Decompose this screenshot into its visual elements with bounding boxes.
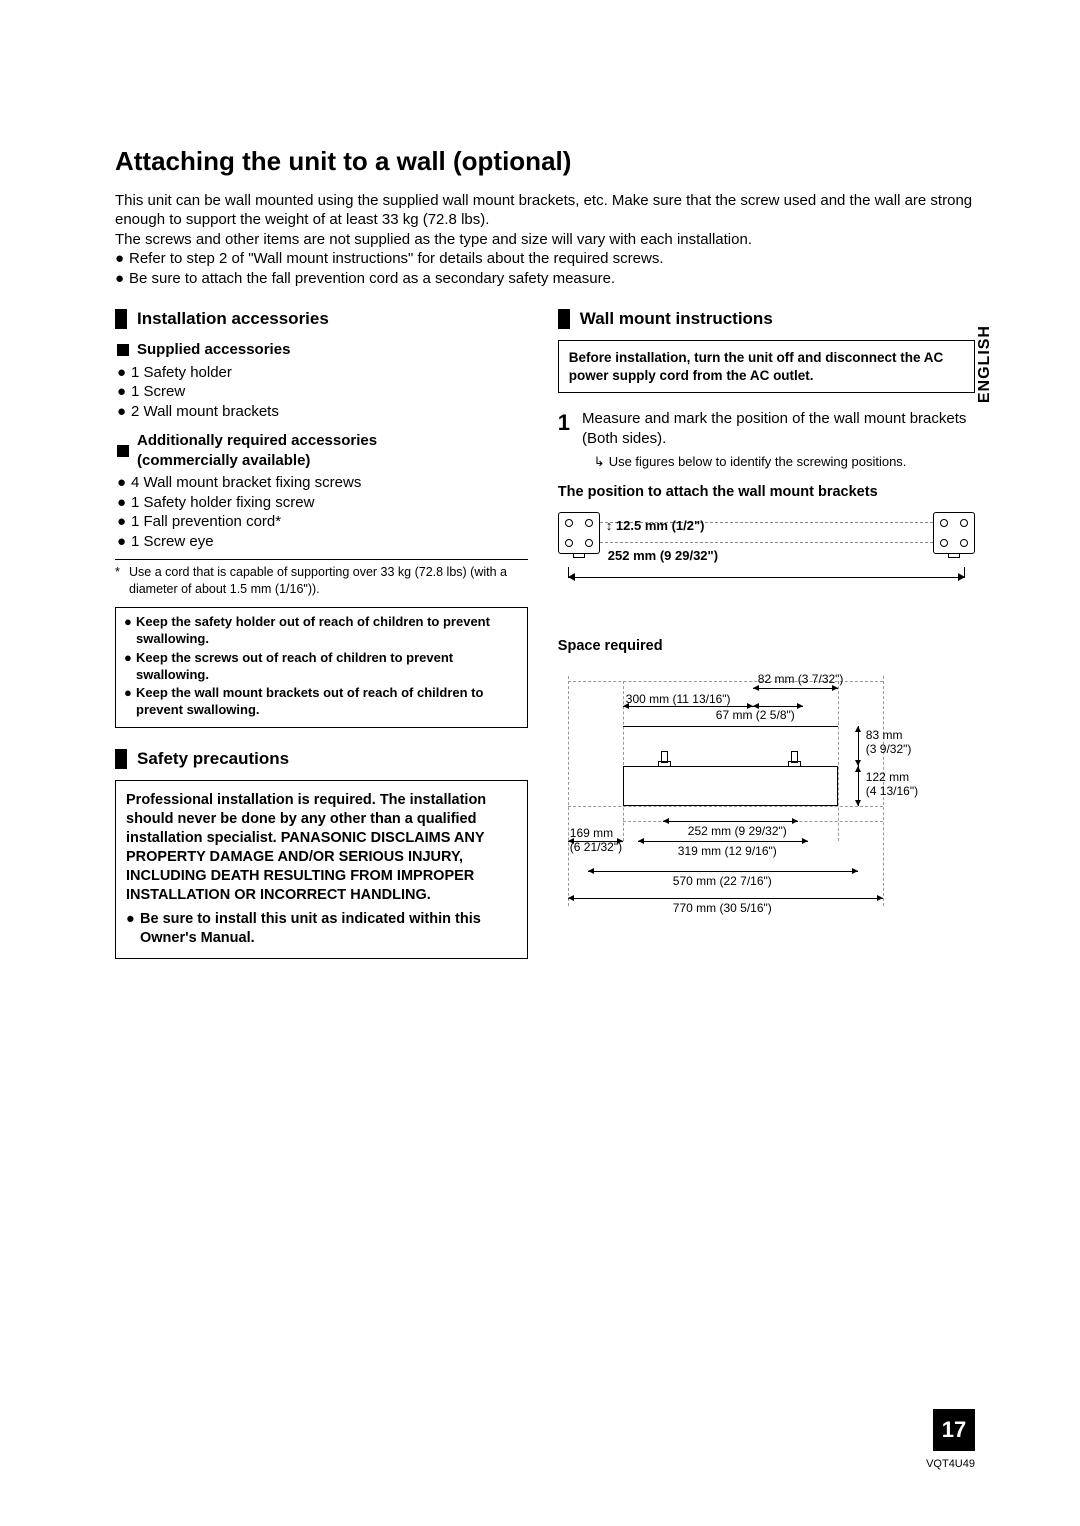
list-item: ●1 Screw (117, 382, 528, 402)
step-text: Measure and mark the position of the wal… (582, 409, 975, 448)
wall-mount-head: Wall mount instructions (558, 308, 975, 330)
dim-horizontal: 252 mm (9 29/32") (608, 548, 718, 565)
language-tab: ENGLISH (975, 325, 996, 403)
step-subtext: ↳Use figures below to identify the screw… (594, 454, 975, 471)
list-item: ●4 Wall mount bracket fixing screws (117, 473, 528, 493)
intro-bullet-1: ●Refer to step 2 of "Wall mount instruct… (115, 249, 975, 269)
notice-box: Before installation, turn the unit off a… (558, 340, 975, 393)
right-column: Wall mount instructions Before installat… (558, 308, 975, 959)
document-id: VQT4U49 (926, 1457, 975, 1471)
bracket-diagram: ↕ 12.5 mm (1/2") 252 mm (9 29/32") (558, 512, 975, 602)
list-item: ●1 Fall prevention cord* (117, 512, 528, 532)
intro-bullet-2: ●Be sure to attach the fall prevention c… (115, 269, 975, 289)
intro-p1: This unit can be wall mounted using the … (115, 191, 975, 230)
safety-bullet: ●Be sure to install this unit as indicat… (126, 910, 517, 948)
additional-head: Additionally required accessories (comme… (115, 431, 528, 470)
intro-text: This unit can be wall mounted using the … (115, 191, 975, 289)
divider (115, 559, 528, 560)
step-1: 1 Measure and mark the position of the w… (558, 409, 975, 448)
page-number-badge: 17 (933, 1409, 975, 1451)
warning-item: ●Keep the wall mount brackets out of rea… (124, 685, 519, 719)
space-required-title: Space required (558, 637, 975, 656)
space-diagram: 82 mm (3 7/32") 300 mm (11 13/16") 67 mm… (558, 666, 975, 926)
list-item: ●1 Safety holder fixing screw (117, 493, 528, 513)
bracket-right (933, 512, 975, 554)
list-item: ●1 Screw eye (117, 532, 528, 552)
safety-text: Professional installation is required. T… (126, 791, 517, 904)
warning-box: ●Keep the safety holder out of reach of … (115, 607, 528, 728)
footnote: *Use a cord that is capable of supportin… (115, 564, 528, 597)
install-accessories-head: Installation accessories (115, 308, 528, 330)
bracket-position-title: The position to attach the wall mount br… (558, 483, 975, 502)
list-item: ●2 Wall mount brackets (117, 402, 528, 422)
supplied-head: Supplied accessories (115, 340, 528, 360)
bracket-left (558, 512, 600, 554)
safety-head: Safety precautions (115, 748, 528, 770)
warning-item: ●Keep the screws out of reach of childre… (124, 650, 519, 684)
safety-box: Professional installation is required. T… (115, 780, 528, 959)
intro-p2: The screws and other items are not suppl… (115, 230, 975, 250)
dim-vertical: ↕ 12.5 mm (1/2") (606, 518, 705, 535)
left-column: Installation accessories Supplied access… (115, 308, 528, 959)
warning-item: ●Keep the safety holder out of reach of … (124, 614, 519, 648)
page-title: Attaching the unit to a wall (optional) (115, 145, 975, 179)
step-number: 1 (558, 409, 570, 438)
list-item: ●1 Safety holder (117, 363, 528, 383)
